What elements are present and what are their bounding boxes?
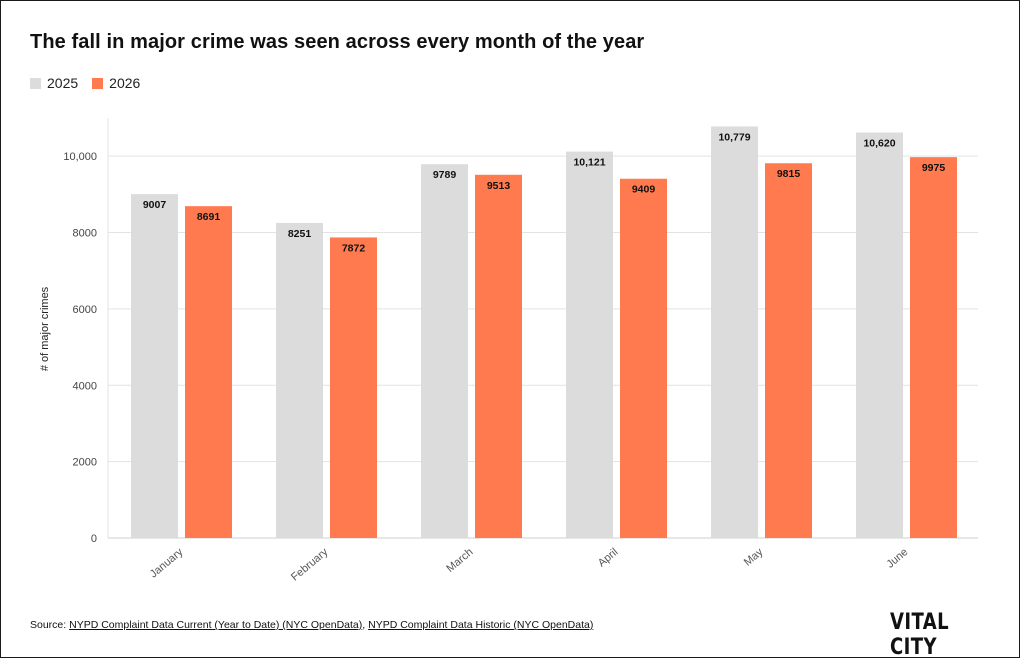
x-tick-label: April <box>596 546 621 569</box>
data-label: 10,121 <box>573 157 605 169</box>
x-tick-label: January <box>148 546 186 581</box>
source-link-current[interactable]: NYPD Complaint Data Current (Year to Dat… <box>69 619 363 631</box>
data-label: 9815 <box>777 168 801 180</box>
source-separator: , <box>362 619 369 631</box>
legend-swatch-2025 <box>30 77 41 89</box>
bar-2026-january <box>185 206 232 539</box>
y-tick-label: 10,000 <box>63 151 97 163</box>
data-label: 9409 <box>632 184 656 196</box>
data-label: 9513 <box>487 180 511 192</box>
data-label: 10,620 <box>863 138 895 150</box>
data-label: 9975 <box>922 162 946 174</box>
legend-item-2025[interactable]: 2025 <box>30 75 78 91</box>
data-label: 7872 <box>342 242 366 254</box>
legend-label-2025: 2025 <box>47 75 79 91</box>
source-note: Source: NYPD Complaint Data Current (Yea… <box>30 619 593 631</box>
bar-2025-may <box>711 126 758 539</box>
bar-2026-february <box>330 237 377 538</box>
bar-2026-march <box>475 174 522 538</box>
y-axis-title: # of major crimes <box>39 286 51 371</box>
bar-2025-february <box>276 222 323 538</box>
bar-2025-april <box>566 151 613 538</box>
y-tick-label: 0 <box>91 533 97 545</box>
y-tick-label: 2000 <box>73 457 97 469</box>
bar-2026-may <box>765 163 812 538</box>
data-label: 9007 <box>143 199 167 211</box>
y-tick-label: 4000 <box>73 380 97 392</box>
x-tick-label: March <box>444 546 475 575</box>
data-label: 8251 <box>288 228 312 240</box>
brand-logo: VITAL CITY <box>890 610 950 660</box>
data-label: 8691 <box>197 211 221 223</box>
x-tick-label: February <box>289 546 331 584</box>
chart-title: The fall in major crime was seen across … <box>30 31 645 53</box>
source-prefix: Source: <box>30 619 70 631</box>
bar-2025-march <box>421 164 468 539</box>
legend-swatch-2026 <box>92 77 104 89</box>
legend-label-2026: 2026 <box>109 75 141 91</box>
x-tick-label: May <box>742 546 766 569</box>
y-tick-label: 6000 <box>73 304 97 316</box>
bar-2026-april <box>620 178 667 539</box>
source-link-historic[interactable]: NYPD Complaint Data Historic (NYC OpenDa… <box>368 619 594 631</box>
bar-2025-june <box>856 132 903 538</box>
legend-item-2026[interactable]: 2026 <box>92 75 140 91</box>
y-tick-label: 8000 <box>73 228 97 240</box>
bar-chart: 0 2000 4000 6000 8000 10,000 # of major crimes… <box>39 118 978 584</box>
legend: 2025 2026 <box>30 75 140 91</box>
bar-2026-june <box>910 157 957 539</box>
data-label: 9789 <box>433 169 457 181</box>
x-tick-label: June <box>884 546 910 571</box>
data-label: 10,779 <box>718 131 750 143</box>
bar-2025-january <box>131 194 178 538</box>
